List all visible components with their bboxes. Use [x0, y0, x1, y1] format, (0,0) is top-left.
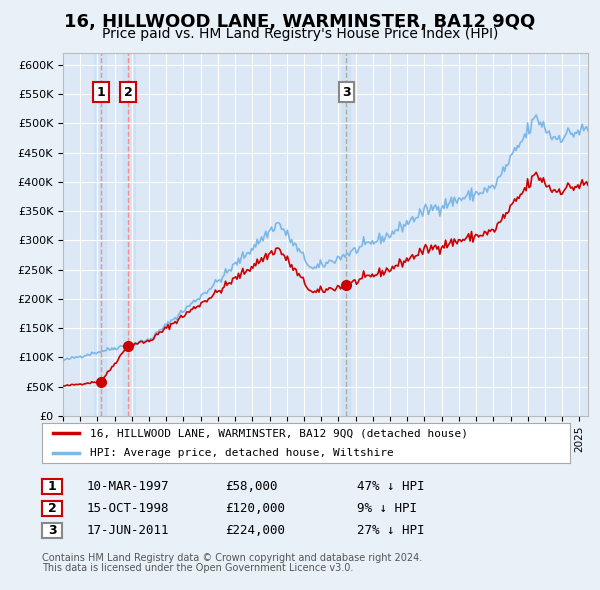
Text: 2: 2 [48, 502, 56, 515]
Text: Price paid vs. HM Land Registry's House Price Index (HPI): Price paid vs. HM Land Registry's House … [102, 27, 498, 41]
Text: 17-JUN-2011: 17-JUN-2011 [87, 524, 170, 537]
Text: 9% ↓ HPI: 9% ↓ HPI [357, 502, 417, 515]
Text: 1: 1 [97, 86, 105, 99]
Text: £58,000: £58,000 [225, 480, 277, 493]
Text: 27% ↓ HPI: 27% ↓ HPI [357, 524, 425, 537]
Text: 47% ↓ HPI: 47% ↓ HPI [357, 480, 425, 493]
Text: 3: 3 [342, 86, 350, 99]
Bar [342, 53, 350, 416]
Text: 16, HILLWOOD LANE, WARMINSTER, BA12 9QQ (detached house): 16, HILLWOOD LANE, WARMINSTER, BA12 9QQ … [89, 428, 467, 438]
Text: HPI: Average price, detached house, Wiltshire: HPI: Average price, detached house, Wilt… [89, 448, 393, 458]
Text: 16, HILLWOOD LANE, WARMINSTER, BA12 9QQ: 16, HILLWOOD LANE, WARMINSTER, BA12 9QQ [64, 13, 536, 31]
Text: £120,000: £120,000 [225, 502, 285, 515]
Text: 3: 3 [48, 524, 56, 537]
Bar [123, 53, 135, 416]
Text: 2: 2 [124, 86, 133, 99]
Text: Contains HM Land Registry data © Crown copyright and database right 2024.: Contains HM Land Registry data © Crown c… [42, 553, 422, 563]
Bar [94, 53, 106, 416]
Text: 15-OCT-1998: 15-OCT-1998 [87, 502, 170, 515]
Text: £224,000: £224,000 [225, 524, 285, 537]
Text: 1: 1 [48, 480, 56, 493]
Text: 10-MAR-1997: 10-MAR-1997 [87, 480, 170, 493]
Text: This data is licensed under the Open Government Licence v3.0.: This data is licensed under the Open Gov… [42, 563, 353, 573]
